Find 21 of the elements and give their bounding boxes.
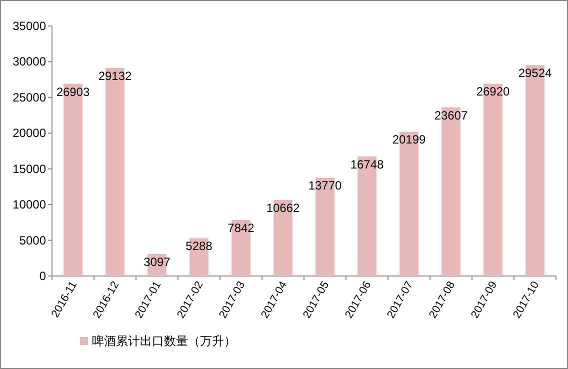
data-label: 10662 — [266, 200, 300, 215]
data-label: 29132 — [98, 68, 132, 83]
y-tick-label: 25000 — [12, 90, 46, 104]
y-tick-label: 30000 — [12, 54, 46, 69]
data-label: 26903 — [56, 84, 90, 99]
data-label: 20199 — [392, 132, 426, 147]
y-tick-label: 20000 — [12, 126, 46, 140]
data-label: 5288 — [186, 239, 213, 254]
y-tick-label: 35000 — [12, 19, 46, 33]
legend-label: 啤酒累计出口数量（万升） — [92, 334, 236, 348]
y-tick-label: 10000 — [12, 198, 46, 212]
y-tick-label: 15000 — [12, 162, 46, 176]
data-label: 7842 — [228, 220, 255, 235]
y-tick-label: 0 — [39, 269, 46, 283]
data-label: 13770 — [308, 178, 342, 193]
data-label: 23607 — [434, 108, 468, 122]
data-label: 3097 — [144, 254, 171, 269]
data-label: 29524 — [518, 66, 552, 80]
data-label: 16748 — [350, 157, 384, 172]
data-label: 26920 — [476, 84, 510, 99]
y-tick-label: 5000 — [19, 233, 46, 248]
